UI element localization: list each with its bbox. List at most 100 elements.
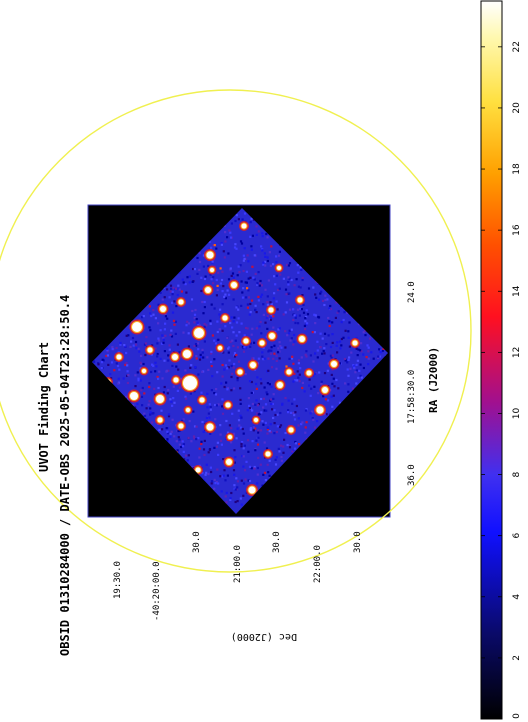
noise-pixel [134,343,138,346]
noise-pixel [284,346,287,349]
noise-pixel [224,293,227,296]
noise-pixel [316,349,319,352]
noise-pixel [166,439,169,442]
noise-pixel [140,389,143,392]
noise-pixel [303,390,306,393]
noise-pixel [168,344,171,347]
star [259,340,265,346]
noise-pixel [330,356,333,359]
noise-pixel [236,379,239,382]
noise-pixel [294,411,297,414]
noise-pixel [232,344,235,348]
noise-pixel [310,387,313,390]
star [178,423,184,429]
noise-pixel [313,426,317,429]
noise-pixel [301,278,304,282]
noise-pixel [167,354,170,357]
noise-pixel [272,263,275,266]
noise-pixel [261,248,264,251]
noise-pixel [215,445,218,448]
noise-pixel [277,288,280,292]
noise-pixel [213,307,216,310]
noise-pixel [342,318,345,322]
noise-pixel [267,426,270,429]
noise-pixel [263,471,267,474]
noise-pixel [260,293,264,296]
noise-pixel [250,299,254,302]
noise-pixel [250,245,253,248]
star [241,223,247,229]
noise-pixel [229,231,232,234]
noise-pixel [240,503,243,506]
noise-pixel [246,439,250,442]
noise-pixel [117,382,120,385]
noise-pixel [245,460,248,463]
noise-pixel [274,283,277,286]
noise-pixel [185,291,188,294]
noise-pixel [356,359,359,362]
noise-pixel [238,331,241,334]
noise-pixel [192,435,196,438]
noise-pixel [171,404,174,407]
noise-pixel [264,260,267,263]
noise-pixel [294,440,297,444]
noise-pixel [265,391,268,394]
noise-pixel [288,329,291,332]
noise-pixel [175,305,178,308]
noise-pixel [181,445,185,448]
noise-pixel [125,334,128,337]
noise-pixel [136,402,139,406]
noise-pixel [160,409,163,412]
noise-pixel [284,396,287,400]
noise-pixel [132,344,135,347]
noise-pixel [362,331,365,334]
noise-pixel [352,364,355,367]
noise-pixel [264,403,268,406]
noise-pixel [199,355,202,359]
noise-pixel [223,256,226,259]
noise-pixel [210,352,213,355]
noise-pixel [300,356,303,359]
noise-pixel [172,319,176,322]
noise-pixel [262,303,265,306]
noise-pixel [241,296,245,299]
noise-pixel [281,403,284,406]
noise-pixel [207,264,210,267]
noise-pixel [203,277,207,281]
noise-pixel [210,480,214,483]
noise-pixel [226,289,229,292]
noise-pixel [262,423,265,426]
noise-pixel [237,409,240,412]
noise-pixel [298,380,301,383]
noise-pixel [264,421,267,424]
noise-pixel [277,254,281,257]
noise-pixel [256,443,260,446]
noise-pixel [173,401,176,404]
noise-pixel [178,443,181,446]
noise-pixel [266,295,269,298]
star [173,377,179,383]
noise-pixel [232,320,235,323]
noise-pixel [173,323,176,326]
noise-pixel [335,301,338,304]
noise-pixel [245,296,248,299]
noise-pixel [221,405,224,408]
noise-pixel [279,345,282,348]
noise-pixel [262,346,265,349]
noise-pixel [253,341,256,344]
noise-pixel [210,389,213,392]
noise-pixel [238,424,241,427]
noise-pixel [170,430,173,433]
noise-pixel [211,375,214,378]
dec-tick-label: 22:00.0 [313,545,323,583]
noise-pixel [158,428,161,431]
noise-pixel [169,284,173,287]
colorbar-tick-label: 8 [512,471,522,477]
noise-pixel [210,482,213,485]
dec-tick-label: 19:30.0 [113,561,123,599]
noise-pixel [225,491,228,494]
noise-pixel [294,321,297,325]
noise-pixel [212,244,215,247]
noise-pixel [180,377,183,380]
noise-pixel [233,316,236,319]
